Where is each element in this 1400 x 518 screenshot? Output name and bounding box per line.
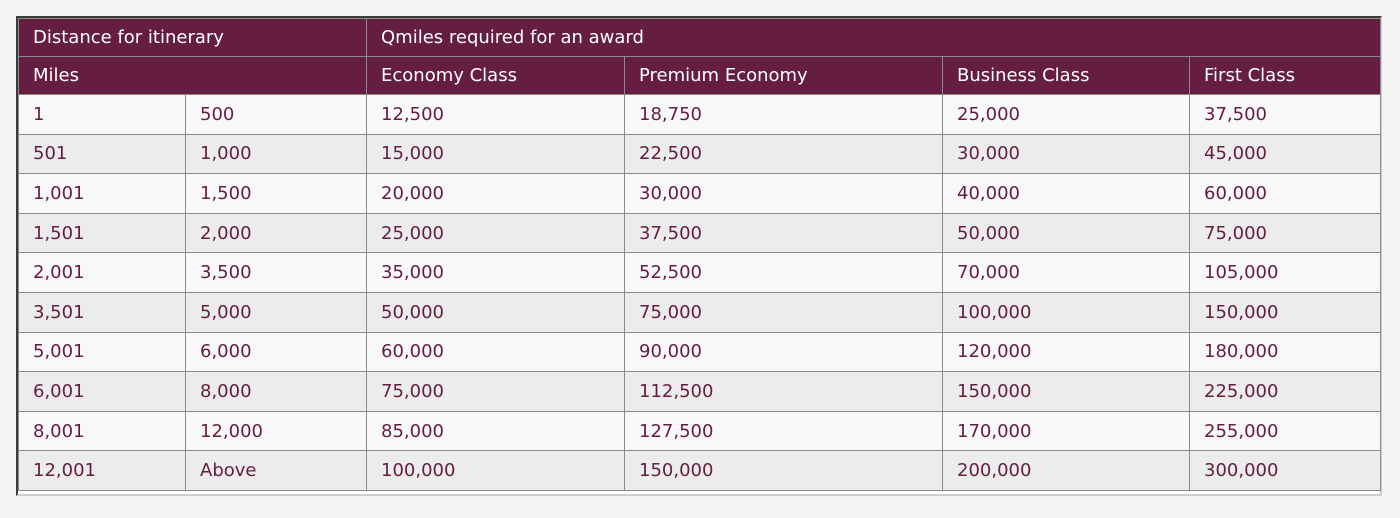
first-class-cell: 225,000 <box>1188 371 1382 412</box>
economy-cell: 35,000 <box>366 252 625 293</box>
header-row-columns: Miles Economy Class Premium Economy Busi… <box>18 56 1382 95</box>
premium-economy-cell: 30,000 <box>624 173 943 214</box>
business-cell: 25,000 <box>942 94 1190 135</box>
business-cell: 70,000 <box>942 252 1190 293</box>
first-class-cell: 75,000 <box>1188 212 1382 254</box>
premium-economy-cell: 90,000 <box>624 331 943 373</box>
award-chart-table-container: Distance for itinerary Qmiles required f… <box>16 16 1382 496</box>
business-cell: 50,000 <box>942 212 1190 254</box>
table-row: 1,501 2,000 25,000 37,500 50,000 75,000 <box>18 212 1382 254</box>
business-header: Business Class <box>942 56 1190 95</box>
business-cell: 120,000 <box>942 331 1190 373</box>
first-class-cell: 37,500 <box>1188 94 1382 135</box>
table-row: 8,001 12,000 85,000 127,500 170,000 255,… <box>18 410 1382 452</box>
miles-from-cell: 1 <box>18 94 186 135</box>
header-row-top: Distance for itinerary Qmiles required f… <box>18 18 1382 57</box>
business-cell: 150,000 <box>942 371 1190 412</box>
premium-economy-cell: 75,000 <box>624 291 943 333</box>
business-cell: 170,000 <box>942 410 1190 452</box>
premium-economy-cell: 112,500 <box>624 371 943 412</box>
table-row: 6,001 8,000 75,000 112,500 150,000 225,0… <box>18 371 1382 412</box>
premium-economy-header: Premium Economy <box>624 56 943 95</box>
table-row: 2,001 3,500 35,000 52,500 70,000 105,000 <box>18 252 1382 293</box>
premium-economy-cell: 37,500 <box>624 212 943 254</box>
miles-to-cell: 1,000 <box>185 133 367 175</box>
premium-economy-cell: 22,500 <box>624 133 943 175</box>
economy-cell: 25,000 <box>366 212 625 254</box>
economy-cell: 85,000 <box>366 410 625 452</box>
first-class-header: First Class <box>1188 56 1382 95</box>
economy-cell: 12,500 <box>366 94 625 135</box>
distance-header: Distance for itinerary <box>18 18 367 57</box>
miles-from-cell: 3,501 <box>18 291 186 333</box>
miles-to-cell: 5,000 <box>185 291 367 333</box>
table-header: Distance for itinerary Qmiles required f… <box>18 18 1382 95</box>
table-row: 5,001 6,000 60,000 90,000 120,000 180,00… <box>18 331 1382 373</box>
first-class-cell: 105,000 <box>1188 252 1382 293</box>
miles-from-cell: 12,001 <box>18 450 186 491</box>
premium-economy-cell: 52,500 <box>624 252 943 293</box>
premium-economy-cell: 18,750 <box>624 94 943 135</box>
miles-from-cell: 5,001 <box>18 331 186 373</box>
first-class-cell: 45,000 <box>1188 133 1382 175</box>
business-cell: 200,000 <box>942 450 1190 491</box>
miles-to-cell: 1,500 <box>185 173 367 214</box>
economy-cell: 50,000 <box>366 291 625 333</box>
table-row: 12,001 Above 100,000 150,000 200,000 300… <box>18 450 1382 491</box>
table-row: 3,501 5,000 50,000 75,000 100,000 150,00… <box>18 291 1382 333</box>
miles-header: Miles <box>18 56 367 95</box>
miles-to-cell: 3,500 <box>185 252 367 293</box>
business-cell: 100,000 <box>942 291 1190 333</box>
miles-from-cell: 6,001 <box>18 371 186 412</box>
miles-from-cell: 8,001 <box>18 410 186 452</box>
first-class-cell: 300,000 <box>1188 450 1382 491</box>
premium-economy-cell: 127,500 <box>624 410 943 452</box>
miles-to-cell: 500 <box>185 94 367 135</box>
economy-cell: 100,000 <box>366 450 625 491</box>
business-cell: 30,000 <box>942 133 1190 175</box>
table-row: 501 1,000 15,000 22,500 30,000 45,000 <box>18 133 1382 175</box>
first-class-cell: 60,000 <box>1188 173 1382 214</box>
premium-economy-cell: 150,000 <box>624 450 943 491</box>
miles-to-cell: Above <box>185 450 367 491</box>
table-row: 1,001 1,500 20,000 30,000 40,000 60,000 <box>18 173 1382 214</box>
economy-header: Economy Class <box>366 56 625 95</box>
miles-to-cell: 6,000 <box>185 331 367 373</box>
economy-cell: 60,000 <box>366 331 625 373</box>
miles-from-cell: 1,501 <box>18 212 186 254</box>
economy-cell: 15,000 <box>366 133 625 175</box>
economy-cell: 20,000 <box>366 173 625 214</box>
miles-from-cell: 501 <box>18 133 186 175</box>
business-cell: 40,000 <box>942 173 1190 214</box>
qmiles-header: Qmiles required for an award <box>365 18 1382 57</box>
table-body: 1 500 12,500 18,750 25,000 37,500 501 1,… <box>18 94 1382 491</box>
miles-from-cell: 1,001 <box>18 173 186 214</box>
miles-to-cell: 8,000 <box>185 371 367 412</box>
first-class-cell: 150,000 <box>1188 291 1382 333</box>
first-class-cell: 180,000 <box>1188 331 1382 373</box>
economy-cell: 75,000 <box>366 371 625 412</box>
miles-to-cell: 12,000 <box>185 410 367 452</box>
miles-from-cell: 2,001 <box>18 252 186 293</box>
miles-to-cell: 2,000 <box>185 212 367 254</box>
table-row: 1 500 12,500 18,750 25,000 37,500 <box>18 94 1382 135</box>
first-class-cell: 255,000 <box>1188 410 1382 452</box>
award-chart-table: Distance for itinerary Qmiles required f… <box>18 18 1382 491</box>
